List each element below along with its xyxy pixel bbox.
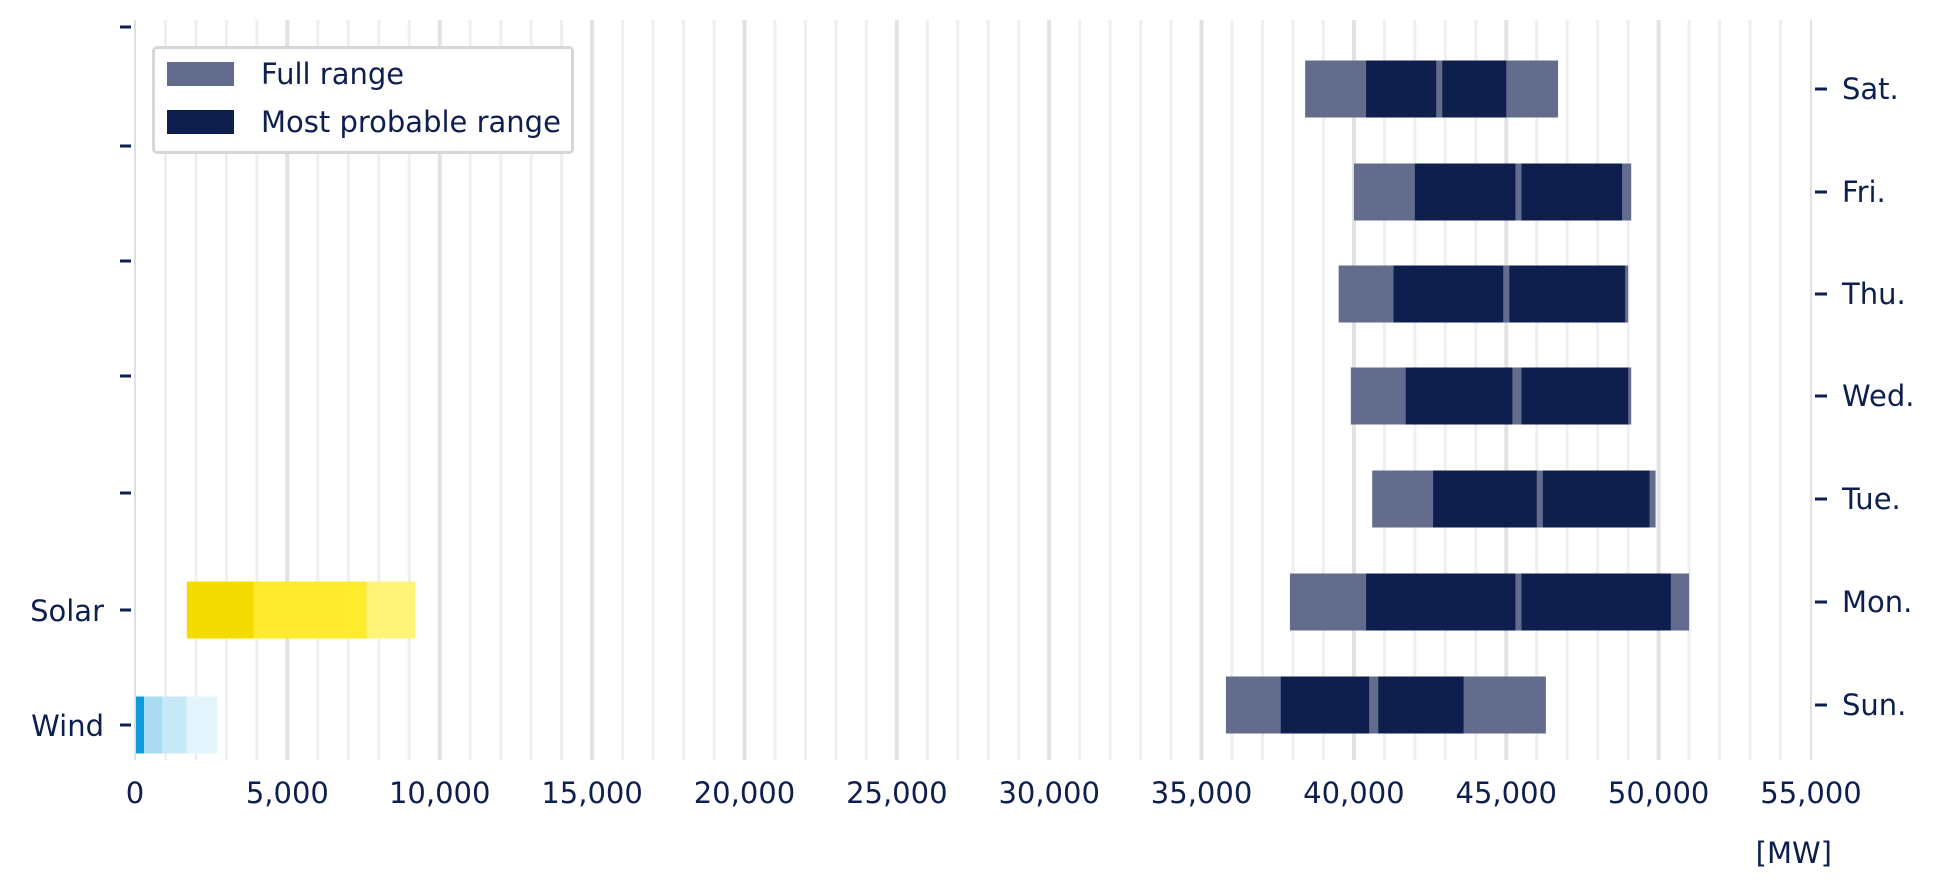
legend-swatch-most-probable xyxy=(167,110,234,134)
x-tick-label: 30,000 xyxy=(998,776,1099,810)
solar-label: Solar xyxy=(30,594,104,628)
x-tick-label: 50,000 xyxy=(1608,776,1709,810)
wind-bar-segment xyxy=(162,696,187,754)
axes-layer xyxy=(120,20,1827,760)
right-tick-label: Fri. xyxy=(1842,175,1886,209)
legend: Full range Most probable range xyxy=(152,46,574,154)
wind-bar-segment xyxy=(135,696,145,754)
most-probable-bar xyxy=(1442,60,1507,118)
x-tick-label: 45,000 xyxy=(1456,776,1557,810)
most-probable-bar xyxy=(1378,676,1464,734)
right-tick-label: Sun. xyxy=(1842,688,1906,722)
legend-swatch-full-range xyxy=(167,62,234,86)
solar-bar-segment xyxy=(253,581,367,639)
right-tick-label: Tue. xyxy=(1841,482,1901,516)
most-probable-bar xyxy=(1521,367,1629,425)
x-tick-label: 5,000 xyxy=(246,776,329,810)
most-probable-bar xyxy=(1521,163,1623,221)
most-probable-bar xyxy=(1366,573,1516,631)
right-tick-label: Sat. xyxy=(1842,72,1899,106)
x-unit-label: [MW] xyxy=(1756,836,1832,870)
most-probable-bar xyxy=(1393,265,1504,323)
wind-bar-segment xyxy=(186,696,218,754)
labels-layer: 0 5,000 10,000 15,000 20,000 25,000 30,000 35,0… xyxy=(30,72,1914,870)
x-tick-label: 25,000 xyxy=(846,776,947,810)
x-tick-label: 55,000 xyxy=(1760,776,1861,810)
solar-bar-segment xyxy=(186,581,254,639)
most-probable-bar xyxy=(1280,676,1370,734)
most-probable-bar xyxy=(1366,60,1437,118)
right-tick-label: Wed. xyxy=(1842,379,1914,413)
x-tick-label: 0 xyxy=(126,776,144,810)
most-probable-bar xyxy=(1509,265,1626,323)
bars-layer xyxy=(135,60,1690,754)
most-probable-bar xyxy=(1414,163,1516,221)
legend-label-full-range: Full range xyxy=(261,57,405,91)
most-probable-bar xyxy=(1542,470,1650,528)
wind-label: Wind xyxy=(31,709,104,743)
most-probable-bar xyxy=(1433,470,1537,528)
legend-item-full-range: Full range xyxy=(167,57,405,91)
solar-bar-segment xyxy=(366,581,416,639)
right-tick-label: Thu. xyxy=(1841,277,1906,311)
most-probable-bar xyxy=(1521,573,1671,631)
right-tick-label: Mon. xyxy=(1842,585,1912,619)
x-tick-label: 35,000 xyxy=(1151,776,1252,810)
most-probable-bar xyxy=(1405,367,1513,425)
x-tick-label: 40,000 xyxy=(1303,776,1404,810)
legend-label-most-probable: Most probable range xyxy=(261,105,561,139)
legend-item-most-probable: Most probable range xyxy=(167,105,561,139)
x-tick-label: 15,000 xyxy=(541,776,642,810)
wind-bar-segment xyxy=(144,696,163,754)
x-tick-label: 10,000 xyxy=(389,776,490,810)
x-tick-label: 20,000 xyxy=(694,776,795,810)
